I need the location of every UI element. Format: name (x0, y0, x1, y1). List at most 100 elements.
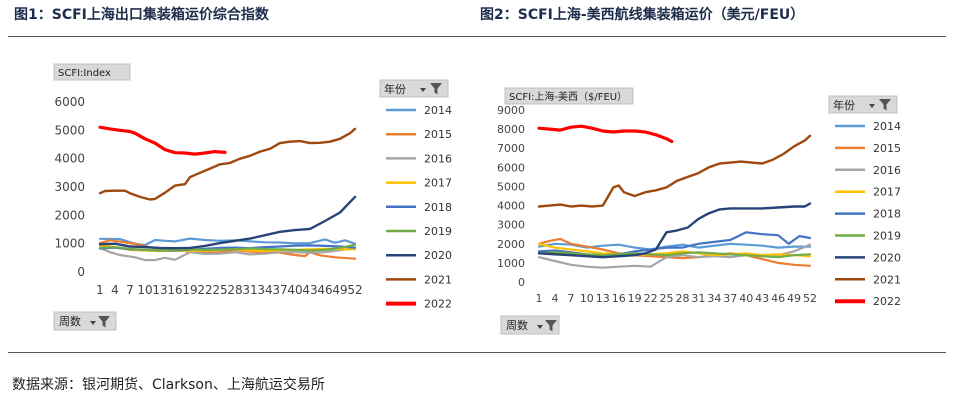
field-label: SCFI:上海-美西（$/FEU） (509, 90, 627, 103)
legend-entry: 2015 (835, 142, 901, 155)
y-tick-label: 5000 (497, 180, 525, 193)
legend-header-label: 年份 (833, 98, 855, 112)
x-tick-label: 7 (567, 292, 574, 305)
x-field-button[interactable]: 周数 (53, 311, 117, 331)
series-line-2021 (98, 127, 357, 201)
chart2-panel: SCFI:上海-美西（$/FEU） 0 1000 2000 3000 4000 5000 60… (495, 40, 925, 348)
y-tick-label: 4000 (54, 152, 85, 166)
y-tick-label: 1000 (497, 257, 525, 270)
legend-entry: 2021 (835, 273, 901, 286)
y-tick-label: 2000 (54, 208, 85, 222)
x-tick-label: 31 (242, 283, 257, 297)
filter-icon (98, 316, 110, 328)
legend-entry: 2016 (835, 164, 901, 177)
x-tick-label: 4 (111, 283, 119, 297)
y-tick-label: 7000 (497, 142, 525, 155)
x-tick-label: 49 (332, 283, 347, 297)
x-tick-label: 37 (272, 283, 287, 297)
dropdown-icon (537, 325, 543, 329)
legend-entry: 2018 (386, 201, 452, 214)
series-line-2019 (537, 251, 812, 259)
y-tick-label: 6000 (497, 161, 525, 174)
dropdown-icon (420, 88, 426, 92)
legend-label: 2021 (424, 273, 452, 286)
legend-entry: 2018 (835, 208, 901, 221)
field-label-box: SCFI:Index (53, 63, 131, 81)
x-tick-label: 7 (126, 283, 134, 297)
x-tick-label: 52 (347, 283, 362, 297)
x-field-button[interactable]: 周数 (500, 315, 560, 335)
series-line-2022 (537, 124, 674, 144)
filter-icon (879, 99, 891, 111)
x-tick-label: 13 (152, 283, 167, 297)
x-tick-label: 37 (723, 292, 737, 305)
x-tick-label: 43 (302, 283, 317, 297)
legend-label: 2014 (424, 104, 452, 117)
chart1-panel: SCFI:Index 0 1000 2000 3000 4000 5000 6000 1 4 7 10… (40, 40, 460, 348)
x-tick-label: 25 (212, 283, 227, 297)
series-line-2020 (537, 202, 812, 259)
source-note: 数据来源：银河期货、Clarkson、上海航运交易所 (12, 377, 325, 393)
legend-header-label: 年份 (384, 82, 406, 96)
field-label-box: SCFI:上海-美西（$/FEU） (504, 87, 634, 105)
legend-label: 2016 (873, 164, 901, 177)
bottom-divider (8, 352, 946, 353)
x-tick-label: 22 (644, 292, 658, 305)
x-tick-label: 31 (691, 292, 705, 305)
x-tick-label: 10 (137, 283, 152, 297)
series-line-2022 (98, 125, 227, 156)
legend-label: 2016 (424, 152, 452, 165)
series-line-2019 (98, 243, 357, 252)
x-tick-label: 4 (551, 292, 558, 305)
y-tick-label: 0 (77, 265, 85, 279)
series-line-2017 (537, 242, 812, 258)
legend-label: 2015 (873, 142, 901, 155)
x-tick-label: 34 (257, 283, 272, 297)
x-tick-label: 34 (707, 292, 721, 305)
legend-label: 2019 (424, 225, 452, 238)
x-tick-label: 16 (167, 283, 182, 297)
legend-label: 2019 (873, 230, 901, 243)
series-line-2016 (98, 246, 357, 262)
x-tick-label: 43 (755, 292, 769, 305)
legend-entry: 2020 (835, 251, 901, 264)
x-field-label: 周数 (59, 315, 81, 328)
x-tick-label: 22 (197, 283, 212, 297)
chart2-svg: SCFI:上海-美西（$/FEU） 0 1000 2000 3000 4000 5000 60… (497, 87, 901, 335)
dropdown-icon (869, 104, 875, 108)
figure2-title: 图2：SCFI上海-美西航线集装箱运价（美元/FEU） (480, 7, 805, 23)
y-tick-label: 2000 (497, 238, 525, 251)
x-tick-label: 52 (803, 292, 817, 305)
filter-icon (430, 83, 442, 95)
x-field-label: 周数 (506, 319, 528, 332)
y-tick-label: 8000 (497, 123, 525, 136)
legend-label: 2014 (873, 120, 901, 133)
filter-icon (545, 320, 557, 332)
legend-entry: 2019 (386, 225, 452, 238)
x-tick-label: 19 (182, 283, 197, 297)
series-line-2020 (98, 195, 357, 250)
x-tick-label: 19 (628, 292, 642, 305)
dropdown-icon (90, 321, 96, 325)
field-label: SCFI:Index (58, 68, 111, 79)
legend-filter-button[interactable]: 年份 (379, 79, 449, 98)
y-tick-label: 1000 (54, 237, 85, 251)
legend-entry: 2017 (386, 177, 452, 190)
figure1-title: 图1：SCFI上海出口集装箱运价综合指数 (14, 7, 269, 23)
legend-label: 2017 (424, 177, 452, 190)
y-tick-label: 3000 (54, 180, 85, 194)
legend-label: 2022 (873, 295, 901, 308)
y-tick-label: 3000 (497, 219, 525, 232)
legend-entry: 2021 (386, 273, 452, 286)
legend-label: 2022 (424, 298, 452, 311)
legend-label: 2018 (873, 208, 901, 221)
x-tick-label: 13 (596, 292, 610, 305)
y-tick-label: 9000 (497, 104, 525, 117)
legend-label: 2020 (424, 249, 452, 262)
x-tick-label: 28 (675, 292, 689, 305)
legend-filter-button[interactable]: 年份 (828, 95, 898, 114)
series-line-2014 (98, 237, 357, 247)
legend-label: 2020 (873, 251, 901, 264)
y-tick-label: 0 (518, 276, 525, 289)
legend-entry: 2014 (835, 120, 901, 133)
